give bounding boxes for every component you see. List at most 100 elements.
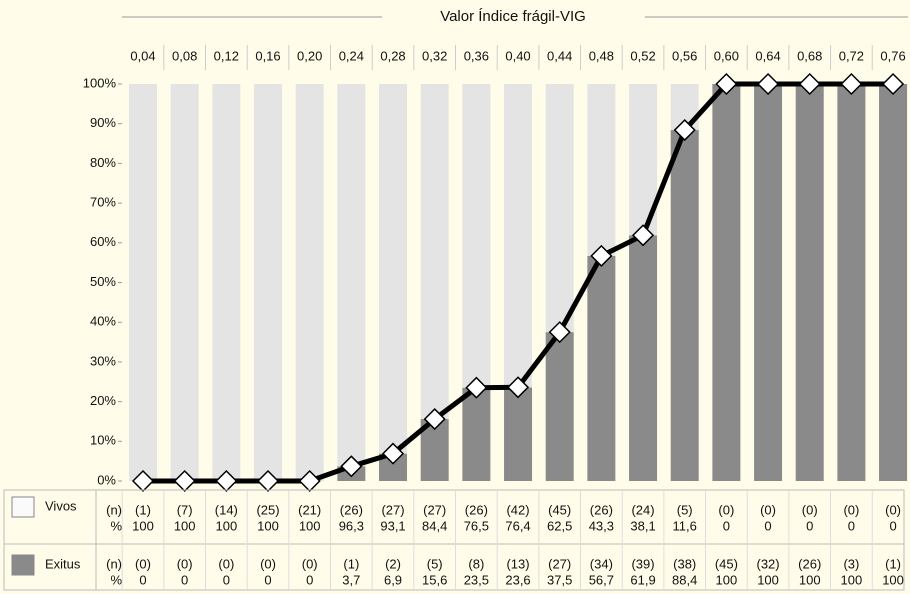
bar (587, 255, 616, 481)
bar (420, 84, 449, 420)
percent-cell: 23,5 (464, 572, 489, 587)
percent-cell: 96,3 (339, 518, 364, 533)
count-cell: (0) (718, 502, 734, 517)
row-label: (n) (106, 556, 122, 571)
percent-cell: 100 (882, 572, 904, 587)
count-cell: (45) (548, 502, 571, 517)
bar (837, 84, 866, 481)
percent-cell: 0 (264, 572, 271, 587)
percent-cell: 0 (848, 518, 855, 533)
count-cell: (24) (631, 502, 654, 517)
row-label: (n) (106, 502, 122, 517)
count-cell: (8) (468, 556, 484, 571)
count-cell: (26) (465, 502, 488, 517)
percent-cell: 0 (223, 572, 230, 587)
y-tick-label: 20% (90, 393, 116, 408)
count-cell: (0) (135, 556, 151, 571)
bar (295, 84, 324, 481)
marker (756, 72, 780, 96)
bar (462, 387, 491, 481)
bar (504, 387, 533, 481)
count-cell: (3) (843, 556, 859, 571)
count-cell: (45) (715, 556, 738, 571)
marker (715, 72, 738, 96)
percent-cell: 93,1 (380, 518, 405, 533)
marker (465, 376, 488, 399)
percent-cell: 0 (723, 518, 730, 533)
marker (256, 469, 280, 493)
percent-cell: 0 (181, 572, 188, 587)
percent-cell: 100 (257, 518, 279, 533)
marker (215, 469, 238, 493)
y-tick-label: 80% (90, 155, 116, 170)
table-border (3, 489, 905, 591)
x-tick-label: 0,32 (422, 48, 447, 63)
x-tick-label: 0,60 (714, 48, 739, 63)
bar (129, 84, 157, 481)
count-cell: (0) (302, 556, 318, 571)
count-cell: (26) (798, 556, 821, 571)
percent-cell: 100 (757, 572, 779, 587)
percent-cell: 76,5 (464, 518, 489, 533)
count-cell: (32) (756, 556, 779, 571)
percent-cell: 56,7 (589, 572, 614, 587)
marker (381, 442, 405, 465)
percent-cell: 6,9 (384, 572, 402, 587)
y-tick-label: 100% (83, 75, 117, 90)
percent-cell: 100 (841, 572, 863, 587)
legend-label: Exitus (45, 556, 81, 571)
count-cell: (2) (385, 556, 401, 571)
count-cell: (27) (423, 502, 446, 517)
count-cell: (0) (843, 502, 859, 517)
marker (590, 244, 613, 267)
count-cell: (42) (506, 502, 529, 517)
y-tick-label: 50% (90, 274, 116, 289)
percent-cell: 100 (716, 572, 738, 587)
bar (212, 84, 241, 481)
marker (673, 118, 696, 142)
x-tick-label: 0,48 (589, 48, 614, 63)
count-cell: (1) (885, 556, 901, 571)
count-cell: (0) (760, 502, 776, 517)
marker (506, 376, 530, 399)
marker (423, 408, 446, 431)
bar (629, 235, 658, 481)
count-cell: (0) (802, 502, 818, 517)
bar (379, 84, 408, 454)
percent-cell: 15,6 (422, 572, 447, 587)
percent-cell: 0 (306, 572, 313, 587)
x-tick-label: 0,64 (755, 48, 780, 63)
percent-cell: 84,4 (422, 518, 447, 533)
bar (170, 84, 199, 481)
count-cell: (0) (177, 556, 193, 571)
x-tick-label: 0,44 (547, 48, 572, 63)
row-label: % (110, 518, 122, 533)
x-tick-label: 0,04 (130, 48, 155, 63)
count-cell: (0) (260, 556, 276, 571)
chart-title: Valor Índice frágil-VIG (440, 8, 586, 25)
y-tick-label: 30% (90, 353, 116, 368)
bar (712, 84, 741, 481)
y-tick-label: 70% (90, 195, 116, 210)
percent-cell: 100 (132, 518, 154, 533)
percent-cell: 43,3 (589, 518, 614, 533)
bar (795, 84, 824, 481)
count-cell: (38) (673, 556, 696, 571)
marker (798, 72, 821, 96)
percent-cell: 100 (215, 518, 237, 533)
x-tick-label: 0,40 (505, 48, 530, 63)
count-cell: (0) (218, 556, 234, 571)
percent-cell: 0 (806, 518, 813, 533)
count-cell: (34) (590, 556, 613, 571)
count-cell: (21) (298, 502, 321, 517)
percent-cell: 11,6 (673, 518, 697, 533)
legend-label: Vivos (45, 498, 77, 513)
percent-cell: 0 (889, 518, 896, 533)
row-label: % (110, 572, 122, 587)
count-cell: (1) (135, 502, 151, 517)
percent-cell: 61,9 (630, 572, 655, 587)
percent-cell: 88,4 (672, 572, 697, 587)
percent-cell: 62,5 (547, 518, 572, 533)
count-cell: (27) (381, 502, 404, 517)
x-tick-label: 0,12 (214, 48, 239, 63)
